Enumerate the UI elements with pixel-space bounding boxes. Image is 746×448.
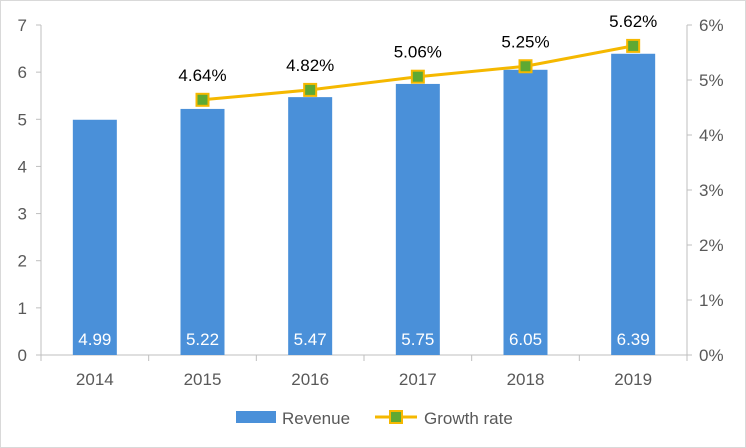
y-left-tick-label: 6 bbox=[18, 63, 27, 82]
revenue-bar bbox=[395, 83, 440, 355]
growth-rate-marker bbox=[410, 69, 425, 84]
bars bbox=[72, 53, 656, 356]
revenue-bar bbox=[288, 97, 333, 355]
revenue-bar bbox=[72, 119, 117, 355]
revenue-bar bbox=[180, 108, 225, 356]
y-left-tick-label: 2 bbox=[18, 252, 27, 271]
x-tick-label: 2014 bbox=[76, 370, 114, 389]
revenue-bar-label: 4.99 bbox=[78, 330, 111, 349]
x-tick-label: 2016 bbox=[291, 370, 329, 389]
growth-rate-data-label: 5.25% bbox=[501, 32, 549, 51]
revenue-bar-label: 5.22 bbox=[186, 330, 219, 349]
growth-rate-marker bbox=[518, 59, 533, 74]
x-tick-label: 2018 bbox=[507, 370, 545, 389]
y-right-axis-ticks: 0% 1% 2% 3% 4% 5% 6% bbox=[687, 16, 724, 365]
y-left-tick-label: 3 bbox=[18, 205, 27, 224]
revenue-bar-label: 5.75 bbox=[401, 330, 434, 349]
revenue-bar-label: 6.39 bbox=[617, 330, 650, 349]
legend: Revenue Growth rate bbox=[236, 409, 513, 428]
revenue-bar bbox=[503, 69, 548, 356]
y-left-tick-label: 4 bbox=[18, 157, 27, 176]
revenue-bar-label: 5.47 bbox=[294, 330, 327, 349]
growth-rate-data-label: 5.62% bbox=[609, 12, 657, 31]
y-right-tick-label: 6% bbox=[699, 16, 724, 35]
growth-rate-labels: 4.64% 4.82% 5.06% 5.25% 5.62% bbox=[178, 12, 657, 85]
y-left-tick-label: 1 bbox=[18, 299, 27, 318]
y-right-tick-label: 5% bbox=[699, 71, 724, 90]
growth-rate-data-label: 5.06% bbox=[394, 43, 442, 62]
y-right-tick-label: 1% bbox=[699, 291, 724, 310]
y-right-tick-label: 4% bbox=[699, 126, 724, 145]
x-tick-label: 2015 bbox=[184, 370, 222, 389]
x-axis-ticks: 2014 2015 2016 2017 2018 2019 bbox=[40, 355, 688, 389]
x-tick-label: 2017 bbox=[399, 370, 437, 389]
y-right-tick-label: 2% bbox=[699, 236, 724, 255]
growth-rate-data-label: 4.82% bbox=[286, 56, 334, 75]
x-tick-label: 2019 bbox=[614, 370, 652, 389]
growth-rate-data-label: 4.64% bbox=[178, 66, 226, 85]
legend-growth-marker bbox=[389, 410, 403, 424]
revenue-bar bbox=[611, 53, 656, 355]
y-left-tick-label: 7 bbox=[18, 16, 27, 35]
legend-growth-label: Growth rate bbox=[424, 409, 513, 428]
y-right-tick-label: 0% bbox=[699, 346, 724, 365]
y-right-tick-label: 3% bbox=[699, 181, 724, 200]
legend-revenue-swatch bbox=[236, 411, 276, 423]
bar-labels: 4.99 5.22 5.47 5.75 6.05 6.39 bbox=[78, 330, 649, 349]
growth-rate-marker bbox=[195, 92, 210, 107]
revenue-bar-label: 6.05 bbox=[509, 330, 542, 349]
y-left-tick-label: 5 bbox=[18, 110, 27, 129]
growth-rate-series bbox=[195, 38, 641, 107]
growth-rate-marker bbox=[626, 38, 641, 53]
growth-rate-marker bbox=[303, 82, 318, 97]
y-left-axis-ticks: 0 1 2 3 4 5 6 7 bbox=[18, 16, 41, 365]
legend-revenue-label: Revenue bbox=[282, 409, 350, 428]
axes bbox=[40, 25, 688, 356]
y-left-tick-label: 0 bbox=[18, 346, 27, 365]
